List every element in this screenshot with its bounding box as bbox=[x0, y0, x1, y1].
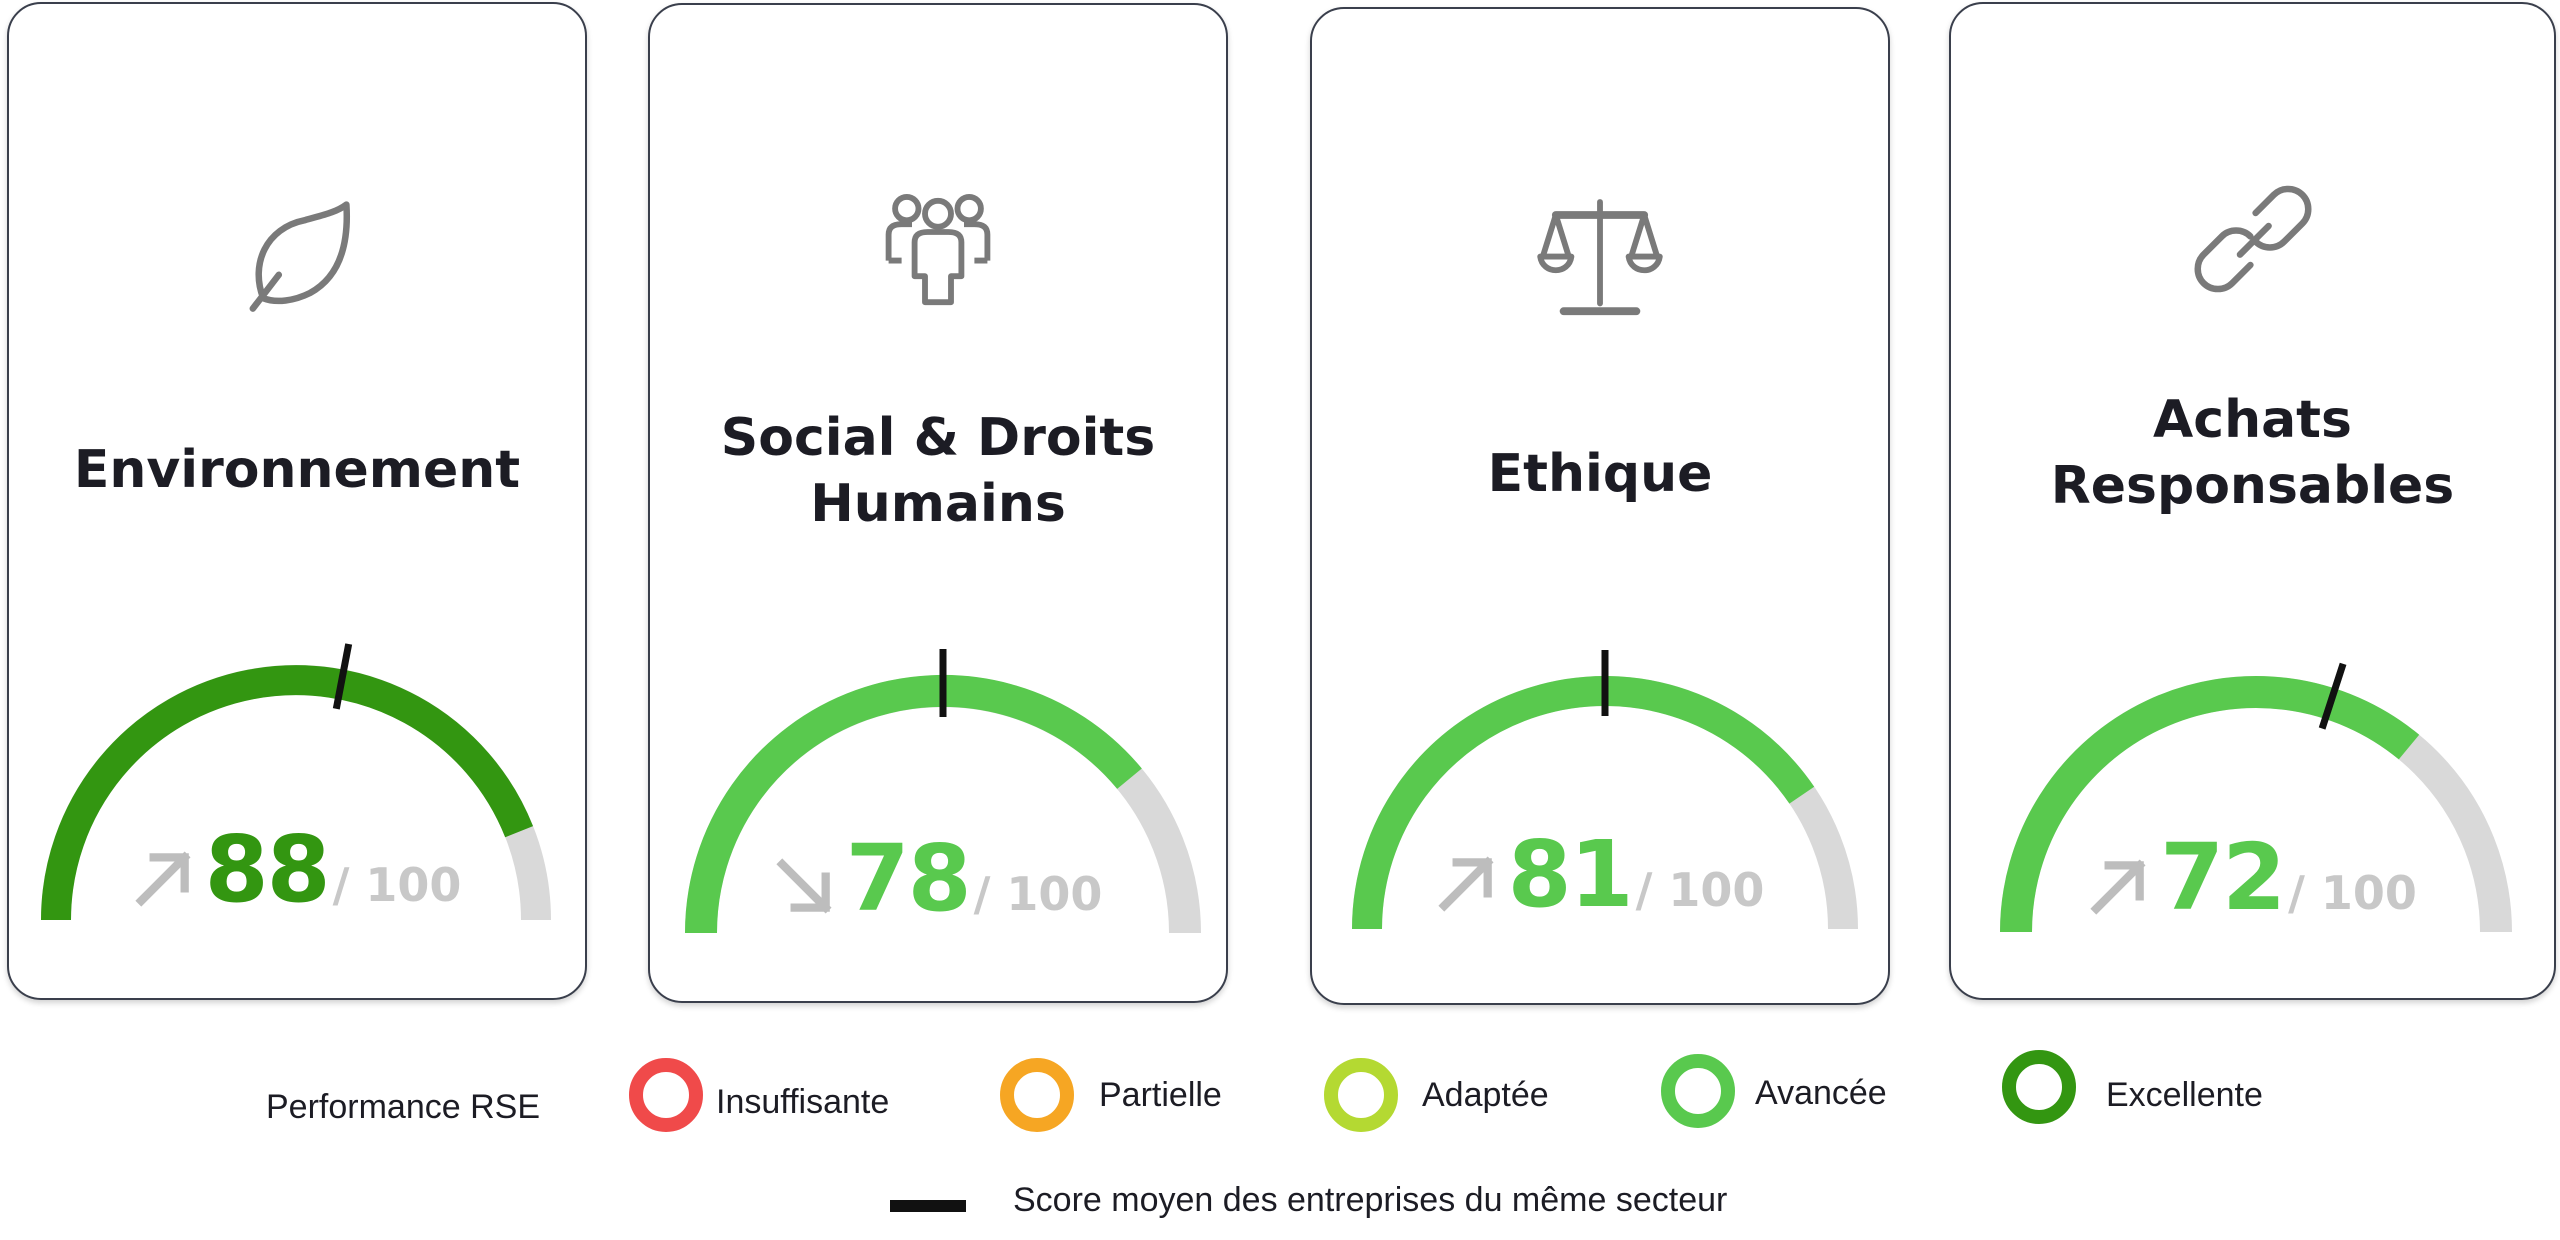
gauge-fill bbox=[1352, 676, 1815, 930]
card-title: Environnement bbox=[73, 440, 521, 500]
score-display: 72/ 100 bbox=[1951, 824, 2554, 931]
score-gauge bbox=[41, 643, 551, 921]
score-value: 88 bbox=[204, 816, 331, 923]
legend-title: Performance RSE bbox=[266, 1088, 540, 1126]
chain-link-icon bbox=[2188, 174, 2318, 304]
score-value: 81 bbox=[1507, 821, 1634, 928]
arrow-up-right-icon bbox=[133, 847, 195, 909]
sector-average-marker bbox=[2318, 662, 2347, 730]
legend-label-avancee: Avancée bbox=[1755, 1074, 1887, 1112]
card-title: Achats Responsables bbox=[2050, 390, 2455, 516]
score-max: / 100 bbox=[2288, 866, 2417, 920]
score-max: / 100 bbox=[1635, 863, 1765, 917]
people-group-icon bbox=[873, 180, 1003, 310]
leaf-icon bbox=[232, 189, 362, 319]
legend-ring-adaptee bbox=[1324, 1058, 1398, 1132]
legend-ring-excellente bbox=[2002, 1050, 2076, 1124]
sector-average-marker-sample bbox=[890, 1200, 966, 1212]
card-social-droits-humains: Social & Droits Humains 78/ 100 bbox=[648, 3, 1228, 1003]
arrow-up-right-icon bbox=[1436, 852, 1498, 914]
score-value: 72 bbox=[2160, 824, 2286, 931]
legend-ring-insuffisante bbox=[629, 1058, 703, 1132]
score-value: 78 bbox=[845, 825, 972, 932]
score-gauge bbox=[1352, 650, 1858, 930]
legend-ring-avancee bbox=[1661, 1054, 1735, 1128]
gauge-fill bbox=[685, 674, 1142, 934]
legend-average-label: Score moyen des entreprises du même sect… bbox=[1013, 1181, 1728, 1219]
legend-label-excellente: Excellente bbox=[2106, 1076, 2263, 1114]
arrow-up-right-icon bbox=[2088, 855, 2150, 917]
card-title: Social & Droits Humains bbox=[720, 408, 1156, 534]
legend-label-partielle: Partielle bbox=[1099, 1076, 1222, 1114]
gauge-fill bbox=[2000, 676, 2420, 933]
card-environnement: Environnement 88/ 100 bbox=[7, 2, 587, 1000]
scales-icon bbox=[1535, 189, 1665, 319]
card-title: Ethique bbox=[1487, 444, 1713, 504]
score-display: 81/ 100 bbox=[1312, 821, 1888, 928]
legend-ring-partielle bbox=[1000, 1058, 1074, 1132]
score-max: / 100 bbox=[332, 858, 462, 912]
score-max: / 100 bbox=[973, 867, 1103, 921]
sector-average-marker bbox=[332, 643, 353, 710]
score-gauge bbox=[685, 649, 1201, 934]
arrow-down-right-icon bbox=[774, 856, 836, 918]
score-display: 88/ 100 bbox=[9, 816, 585, 923]
legend-label-insuffisante: Insuffisante bbox=[716, 1083, 890, 1121]
legend-label-adaptee: Adaptée bbox=[1422, 1076, 1549, 1114]
card-ethique: Ethique 81/ 100 bbox=[1310, 7, 1890, 1005]
score-gauge bbox=[2000, 662, 2512, 933]
score-display: 78/ 100 bbox=[650, 825, 1226, 932]
gauge-fill bbox=[41, 665, 534, 921]
card-achats-responsables: Achats Responsables 72/ 100 bbox=[1949, 2, 2556, 1000]
